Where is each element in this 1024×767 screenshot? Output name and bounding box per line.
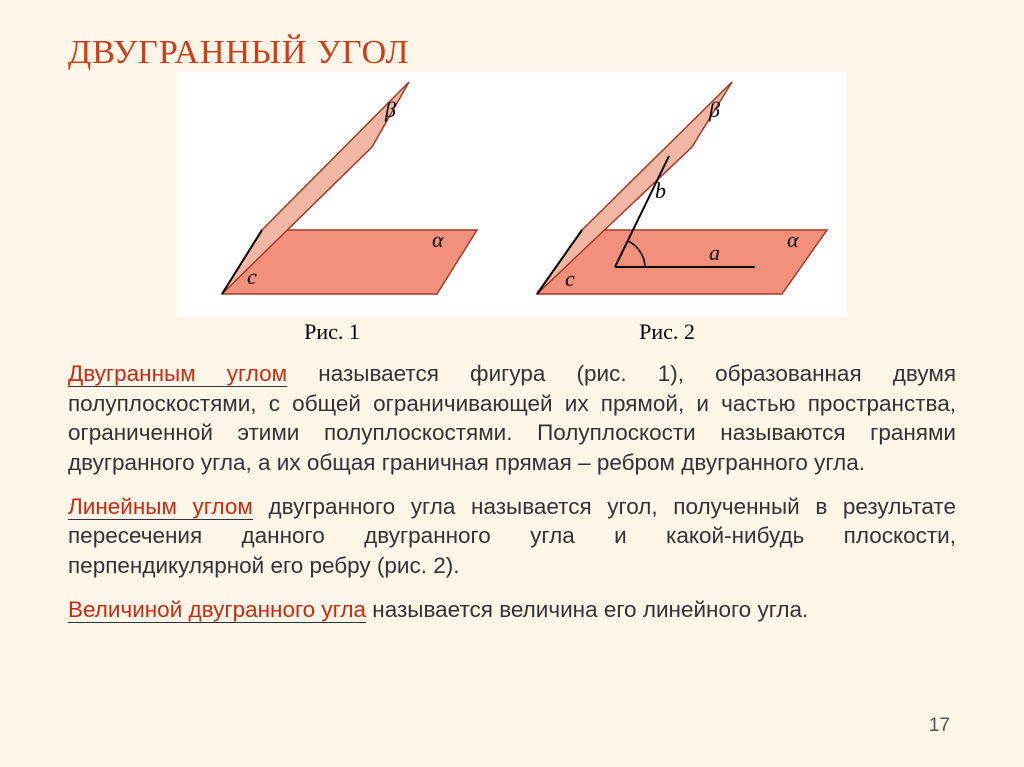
page-title: ДВУГРАННЫЙ УГОЛ [68,34,956,72]
fig1-label-beta: β [384,97,396,122]
figure-1: β α c Рис. 1 [177,72,487,345]
figure-2: β α c a b Рис. 2 [487,72,847,345]
fig1-label-alpha: α [432,227,444,252]
figure-2-svg: β α c a b [487,72,847,317]
paragraph-1: Двугранным углом называется фигура (рис.… [68,359,956,478]
fig2-label-beta: β [708,97,720,122]
fig2-label-a: a [709,240,720,265]
fig2-label-b: b [655,178,666,203]
fig2-label-alpha: α [787,227,799,252]
fig2-label-c: c [565,266,575,291]
paragraph-2: Линейным углом двугранного угла называет… [68,492,956,581]
paragraph-3: Величиной двугранного угла называется ве… [68,595,956,625]
term-linear-angle: Линейным углом [68,494,253,520]
figures-row: β α c Рис. 1 [68,72,956,345]
term-dihedral-angle: Двугранным углом [68,361,287,387]
term-magnitude: Величиной двугранного угла [68,597,366,623]
fig2-caption: Рис. 2 [487,319,847,345]
p3-rest: называется величина его линейного угла. [366,597,808,622]
fig1-caption: Рис. 1 [177,319,487,345]
figure-1-svg: β α c [177,72,487,317]
page-number: 17 [929,715,950,737]
fig1-label-c: c [247,264,257,289]
